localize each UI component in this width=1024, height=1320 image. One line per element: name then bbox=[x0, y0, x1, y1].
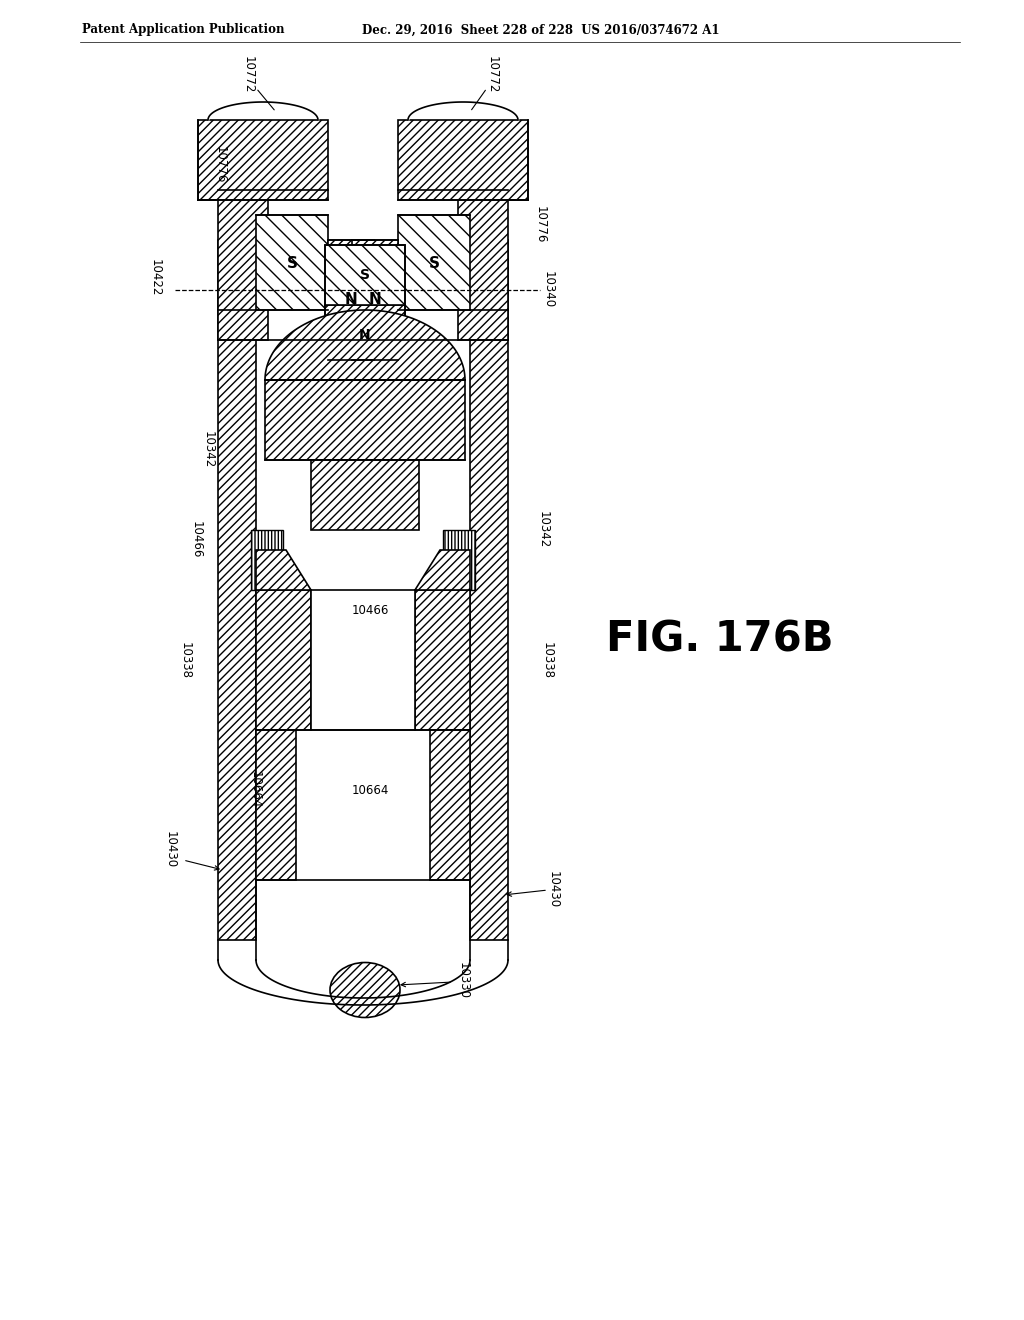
Bar bbox=[311, 590, 415, 730]
Bar bbox=[251, 531, 283, 590]
Text: 10776: 10776 bbox=[534, 206, 547, 244]
Text: 10330: 10330 bbox=[457, 961, 469, 998]
Bar bbox=[398, 120, 528, 201]
Text: 10422: 10422 bbox=[148, 259, 162, 297]
Text: 10664: 10664 bbox=[249, 771, 261, 809]
Polygon shape bbox=[256, 550, 311, 590]
Text: Dec. 29, 2016  Sheet 228 of 228  US 2016/0374672 A1: Dec. 29, 2016 Sheet 228 of 228 US 2016/0… bbox=[362, 24, 720, 37]
Bar bbox=[325, 246, 406, 366]
Text: 10430: 10430 bbox=[164, 832, 176, 869]
Text: N: N bbox=[359, 327, 371, 342]
Text: 10466: 10466 bbox=[351, 603, 389, 616]
Bar bbox=[443, 531, 475, 590]
Bar bbox=[256, 590, 311, 730]
Text: 10338: 10338 bbox=[541, 642, 554, 678]
Bar bbox=[311, 459, 419, 531]
Text: 10342: 10342 bbox=[202, 432, 214, 469]
Text: 10664: 10664 bbox=[351, 784, 389, 796]
Bar bbox=[218, 240, 256, 940]
Ellipse shape bbox=[330, 962, 400, 1018]
Polygon shape bbox=[265, 310, 465, 380]
Bar bbox=[265, 380, 465, 459]
Text: 10772: 10772 bbox=[485, 57, 499, 94]
Bar bbox=[325, 305, 406, 366]
Bar bbox=[415, 590, 470, 730]
Bar bbox=[218, 190, 268, 341]
Bar bbox=[256, 215, 328, 310]
Bar bbox=[352, 240, 398, 360]
Text: 10430: 10430 bbox=[547, 871, 559, 908]
Text: 10340: 10340 bbox=[542, 272, 555, 309]
Text: N: N bbox=[369, 293, 381, 308]
Polygon shape bbox=[415, 550, 470, 590]
Text: 10338: 10338 bbox=[178, 642, 191, 678]
Text: FIG. 176B: FIG. 176B bbox=[606, 619, 834, 661]
Text: N: N bbox=[345, 293, 357, 308]
Bar bbox=[256, 730, 296, 880]
Bar bbox=[470, 240, 508, 940]
Bar bbox=[198, 120, 328, 201]
Bar bbox=[328, 240, 374, 360]
Text: S: S bbox=[360, 268, 370, 282]
Text: 10466: 10466 bbox=[189, 521, 203, 558]
Bar bbox=[325, 246, 406, 305]
Text: 10776: 10776 bbox=[213, 147, 226, 183]
Text: S: S bbox=[428, 256, 439, 271]
Bar bbox=[398, 215, 470, 310]
Text: S: S bbox=[287, 256, 298, 271]
Text: 10772: 10772 bbox=[242, 57, 255, 94]
Text: 10342: 10342 bbox=[537, 511, 550, 549]
Bar bbox=[430, 730, 470, 880]
Bar bbox=[458, 190, 508, 341]
Text: Patent Application Publication: Patent Application Publication bbox=[82, 24, 285, 37]
